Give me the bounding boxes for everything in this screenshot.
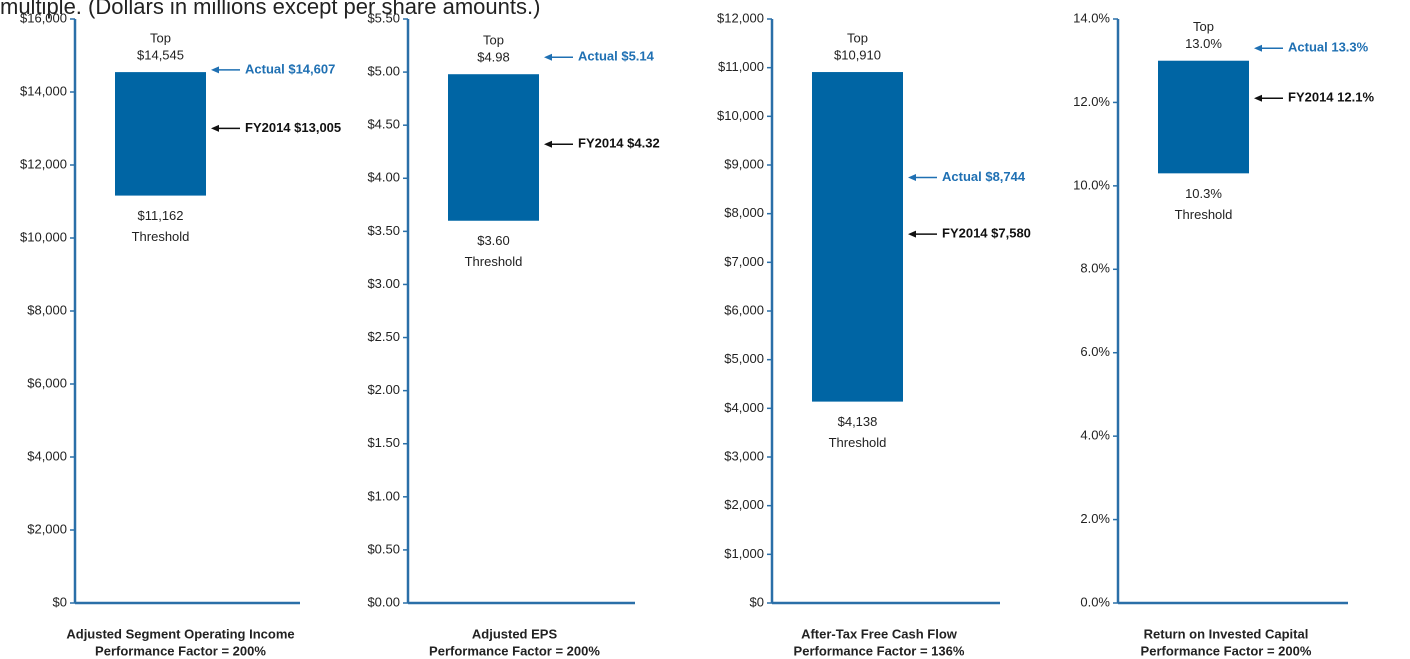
y-tick-label: $8,000 — [724, 205, 764, 220]
y-tick-label: 4.0% — [1080, 428, 1110, 443]
y-tick-label: $0 — [750, 594, 764, 609]
y-tick-label: $9,000 — [724, 156, 764, 171]
arrow-head — [544, 140, 552, 148]
y-tick-label: 6.0% — [1080, 344, 1110, 359]
y-tick-label: $3.50 — [367, 223, 400, 238]
arrow-head — [1254, 44, 1262, 52]
annotation: FY2014 12.1% — [1288, 90, 1374, 105]
y-tick-label: $1,000 — [724, 546, 764, 561]
chart-title: Return on Invested Capital — [1144, 626, 1309, 641]
category-label: Threshold — [132, 229, 190, 244]
y-tick-label: $16,000 — [20, 10, 67, 25]
bar — [115, 72, 206, 196]
bar — [448, 74, 539, 221]
y-tick-label: 2.0% — [1080, 511, 1110, 526]
y-tick-label: $2,000 — [27, 521, 67, 536]
annotation: Actual $5.14 — [578, 49, 655, 64]
y-tick-label: $2.00 — [367, 382, 400, 397]
category-label: Top — [847, 30, 868, 45]
y-tick-label: $10,000 — [20, 229, 67, 244]
y-tick-label: 12.0% — [1073, 94, 1110, 109]
y-tick-label: $5,000 — [724, 351, 764, 366]
arrow-head — [211, 66, 219, 74]
value-label: $4.98 — [477, 50, 510, 65]
y-tick-label: $0.00 — [367, 594, 400, 609]
y-tick-label: $2.50 — [367, 329, 400, 344]
bar — [812, 72, 903, 402]
category-label: Threshold — [465, 254, 523, 269]
annotation: FY2014 $4.32 — [578, 136, 660, 151]
value-label: $14,545 — [137, 48, 184, 63]
y-tick-label: $8,000 — [27, 302, 67, 317]
arrow-head — [908, 230, 916, 238]
y-tick-label: $4.00 — [367, 170, 400, 185]
annotation: FY2014 $13,005 — [245, 120, 341, 135]
value-label: $3.60 — [477, 233, 510, 248]
y-tick-label: $1.00 — [367, 488, 400, 503]
y-tick-label: $14,000 — [20, 83, 67, 98]
y-tick-label: $5.50 — [367, 10, 400, 25]
arrow-head — [1254, 94, 1262, 102]
y-tick-label: $11,000 — [718, 59, 764, 74]
y-tick-label: 14.0% — [1073, 10, 1110, 25]
category-label: Top — [483, 33, 504, 48]
category-label: Threshold — [829, 435, 887, 450]
category-label: Threshold — [1175, 207, 1233, 222]
chart-title: Adjusted EPS — [472, 626, 558, 641]
y-tick-label: $3.00 — [367, 276, 400, 291]
value-label: $10,910 — [834, 47, 881, 62]
y-tick-label: $2,000 — [724, 497, 764, 512]
y-tick-label: $4,000 — [724, 400, 764, 415]
y-tick-label: $4,000 — [27, 448, 67, 463]
arrow-head — [908, 173, 916, 181]
y-tick-label: $5.00 — [367, 64, 400, 79]
chart-subtitle: Performance Factor = 136% — [794, 643, 965, 658]
chart-title: After-Tax Free Cash Flow — [801, 626, 958, 641]
y-tick-label: 10.0% — [1073, 177, 1110, 192]
chart-subtitle: Performance Factor = 200% — [1141, 643, 1312, 658]
arrow-head — [211, 124, 219, 132]
bar — [1158, 60, 1249, 174]
annotation: FY2014 $7,580 — [942, 226, 1031, 241]
y-tick-label: $4.50 — [367, 117, 400, 132]
value-label: 10.3% — [1185, 186, 1222, 201]
y-tick-label: $6,000 — [27, 375, 67, 390]
annotation: Actual 13.3% — [1288, 40, 1369, 55]
chart-subtitle: Performance Factor = 200% — [95, 643, 266, 658]
value-label: $11,162 — [137, 208, 183, 223]
y-tick-label: 0.0% — [1080, 594, 1110, 609]
y-tick-label: $1.50 — [367, 435, 400, 450]
y-tick-label: $0.50 — [367, 541, 400, 556]
y-tick-label: $3,000 — [724, 448, 764, 463]
chart-title: Adjusted Segment Operating Income — [66, 626, 294, 641]
category-label: Top — [150, 31, 171, 46]
y-tick-label: $6,000 — [724, 302, 764, 317]
y-tick-label: $10,000 — [717, 108, 764, 123]
y-tick-label: $12,000 — [717, 10, 764, 25]
y-tick-label: 8.0% — [1080, 261, 1110, 276]
value-label: 13.0% — [1185, 36, 1222, 51]
annotation: Actual $14,607 — [245, 61, 335, 76]
annotation: Actual $8,744 — [942, 169, 1026, 184]
arrow-head — [544, 53, 552, 61]
chart-subtitle: Performance Factor = 200% — [429, 643, 600, 658]
y-tick-label: $0 — [53, 594, 67, 609]
y-tick-label: $12,000 — [20, 156, 67, 171]
y-tick-label: $7,000 — [724, 254, 764, 269]
category-label: Top — [1193, 19, 1214, 34]
value-label: $4,138 — [838, 414, 878, 429]
note: multiple. (Dollars in millions except pe… — [0, 0, 540, 19]
